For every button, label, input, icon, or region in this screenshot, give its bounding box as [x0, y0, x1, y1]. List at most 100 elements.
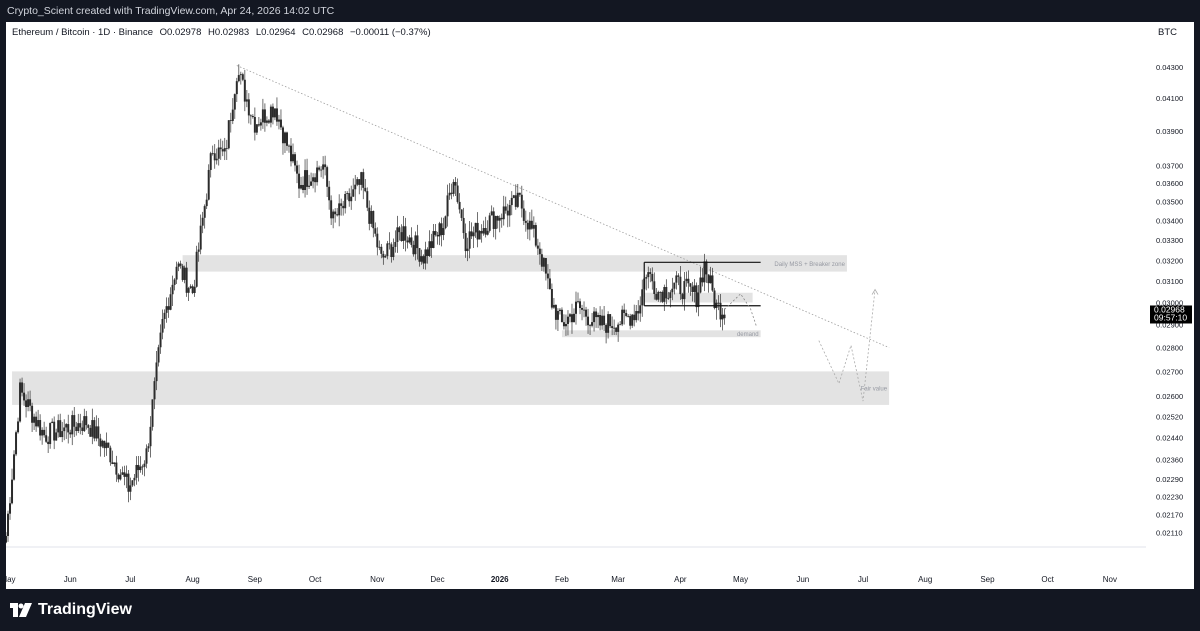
legend-close: 0.02968 — [309, 27, 343, 38]
candle — [482, 220, 485, 236]
x-tick-label-5: Oct — [309, 575, 322, 584]
candle-body — [296, 165, 299, 174]
candle-body — [591, 322, 594, 326]
candle — [157, 344, 160, 367]
candle — [637, 300, 640, 321]
candle-body — [149, 426, 152, 447]
candle-body — [71, 415, 74, 435]
candle-body — [380, 246, 383, 254]
candle-body — [372, 211, 375, 229]
candle — [109, 445, 112, 466]
candle — [215, 148, 218, 165]
chart-panel[interactable]: Daily MSS + Breaker zone demand Fair value… — [6, 22, 1194, 589]
candle — [414, 231, 417, 261]
y-tick-label-2: 0.03900 — [1156, 127, 1183, 136]
candle-body — [396, 227, 399, 242]
candle — [35, 411, 38, 432]
candle — [9, 497, 12, 520]
candle-body — [211, 153, 214, 155]
candle-body — [480, 230, 483, 234]
candle-body — [647, 272, 650, 278]
x-tick-label-16: Sep — [980, 575, 995, 584]
candle — [536, 238, 539, 256]
candle-body — [302, 184, 305, 191]
candle — [677, 273, 680, 286]
candle — [135, 456, 138, 485]
candle-body — [677, 275, 680, 277]
tradingview-logo[interactable]: TradingView — [10, 600, 132, 620]
candle-body — [581, 308, 584, 310]
price-chart[interactable]: Daily MSS + Breaker zone demand Fair value… — [6, 22, 1194, 589]
candle-body — [111, 462, 114, 464]
candle — [239, 71, 242, 85]
y-tick-label-7: 0.03300 — [1156, 236, 1183, 245]
candle — [721, 307, 724, 331]
candle-body — [492, 211, 495, 229]
candle — [370, 205, 373, 228]
candle — [322, 156, 325, 179]
candle — [89, 425, 92, 437]
candle — [460, 209, 463, 221]
candle — [611, 316, 614, 336]
candle-body — [247, 99, 250, 116]
candle-body — [159, 332, 162, 348]
candle-body — [279, 119, 282, 128]
candle-body — [197, 249, 200, 252]
candle — [304, 159, 307, 198]
candle-body — [669, 292, 672, 298]
candle-body — [245, 99, 248, 102]
x-tick-label-2: Jul — [125, 575, 135, 584]
y-tick-label-0: 0.04300 — [1156, 63, 1183, 72]
legend-high-label: H — [208, 27, 215, 38]
attribution-text: Crypto_Scient created with TradingView.c… — [7, 5, 335, 17]
candle-body — [133, 477, 136, 481]
candle-body — [13, 454, 16, 480]
candle-body — [406, 240, 409, 243]
candle-body — [169, 294, 172, 310]
candle — [410, 227, 413, 248]
candle — [625, 309, 628, 318]
candle — [392, 238, 395, 261]
candle — [376, 227, 379, 256]
candle — [23, 383, 26, 406]
candle-body — [300, 184, 303, 189]
candle — [95, 415, 98, 442]
y-tick-label-19: 0.02230 — [1156, 492, 1183, 501]
candle — [271, 103, 274, 125]
candle-body — [641, 289, 644, 306]
candle-body — [11, 479, 14, 504]
candle-body — [259, 122, 262, 126]
candle — [101, 439, 104, 449]
candle-body — [424, 249, 427, 264]
candle — [500, 213, 503, 228]
candle-body — [77, 423, 80, 432]
candle-body — [275, 108, 278, 122]
candle — [382, 250, 385, 265]
candle-body — [352, 189, 355, 197]
candle-body — [655, 294, 658, 300]
candle — [508, 200, 511, 227]
candle-body — [59, 420, 62, 438]
y-tick-label-13: 0.02700 — [1156, 367, 1183, 376]
candle — [141, 464, 144, 475]
candle-body — [69, 432, 72, 435]
candle-body — [645, 277, 648, 279]
candle-body — [572, 313, 575, 323]
candle — [183, 265, 186, 284]
candle-body — [65, 424, 68, 428]
candle — [711, 267, 714, 292]
candle — [709, 266, 712, 284]
candle-body — [589, 325, 592, 327]
candle — [548, 269, 551, 290]
candle — [39, 414, 42, 441]
candle — [490, 205, 493, 216]
candle — [719, 294, 722, 328]
candle-body — [167, 306, 170, 310]
candle — [97, 417, 100, 446]
candle — [209, 151, 212, 178]
candle-body — [510, 197, 513, 206]
candle-body — [290, 145, 292, 162]
candle — [428, 230, 431, 258]
candle — [203, 204, 206, 229]
candle-body — [223, 148, 226, 152]
